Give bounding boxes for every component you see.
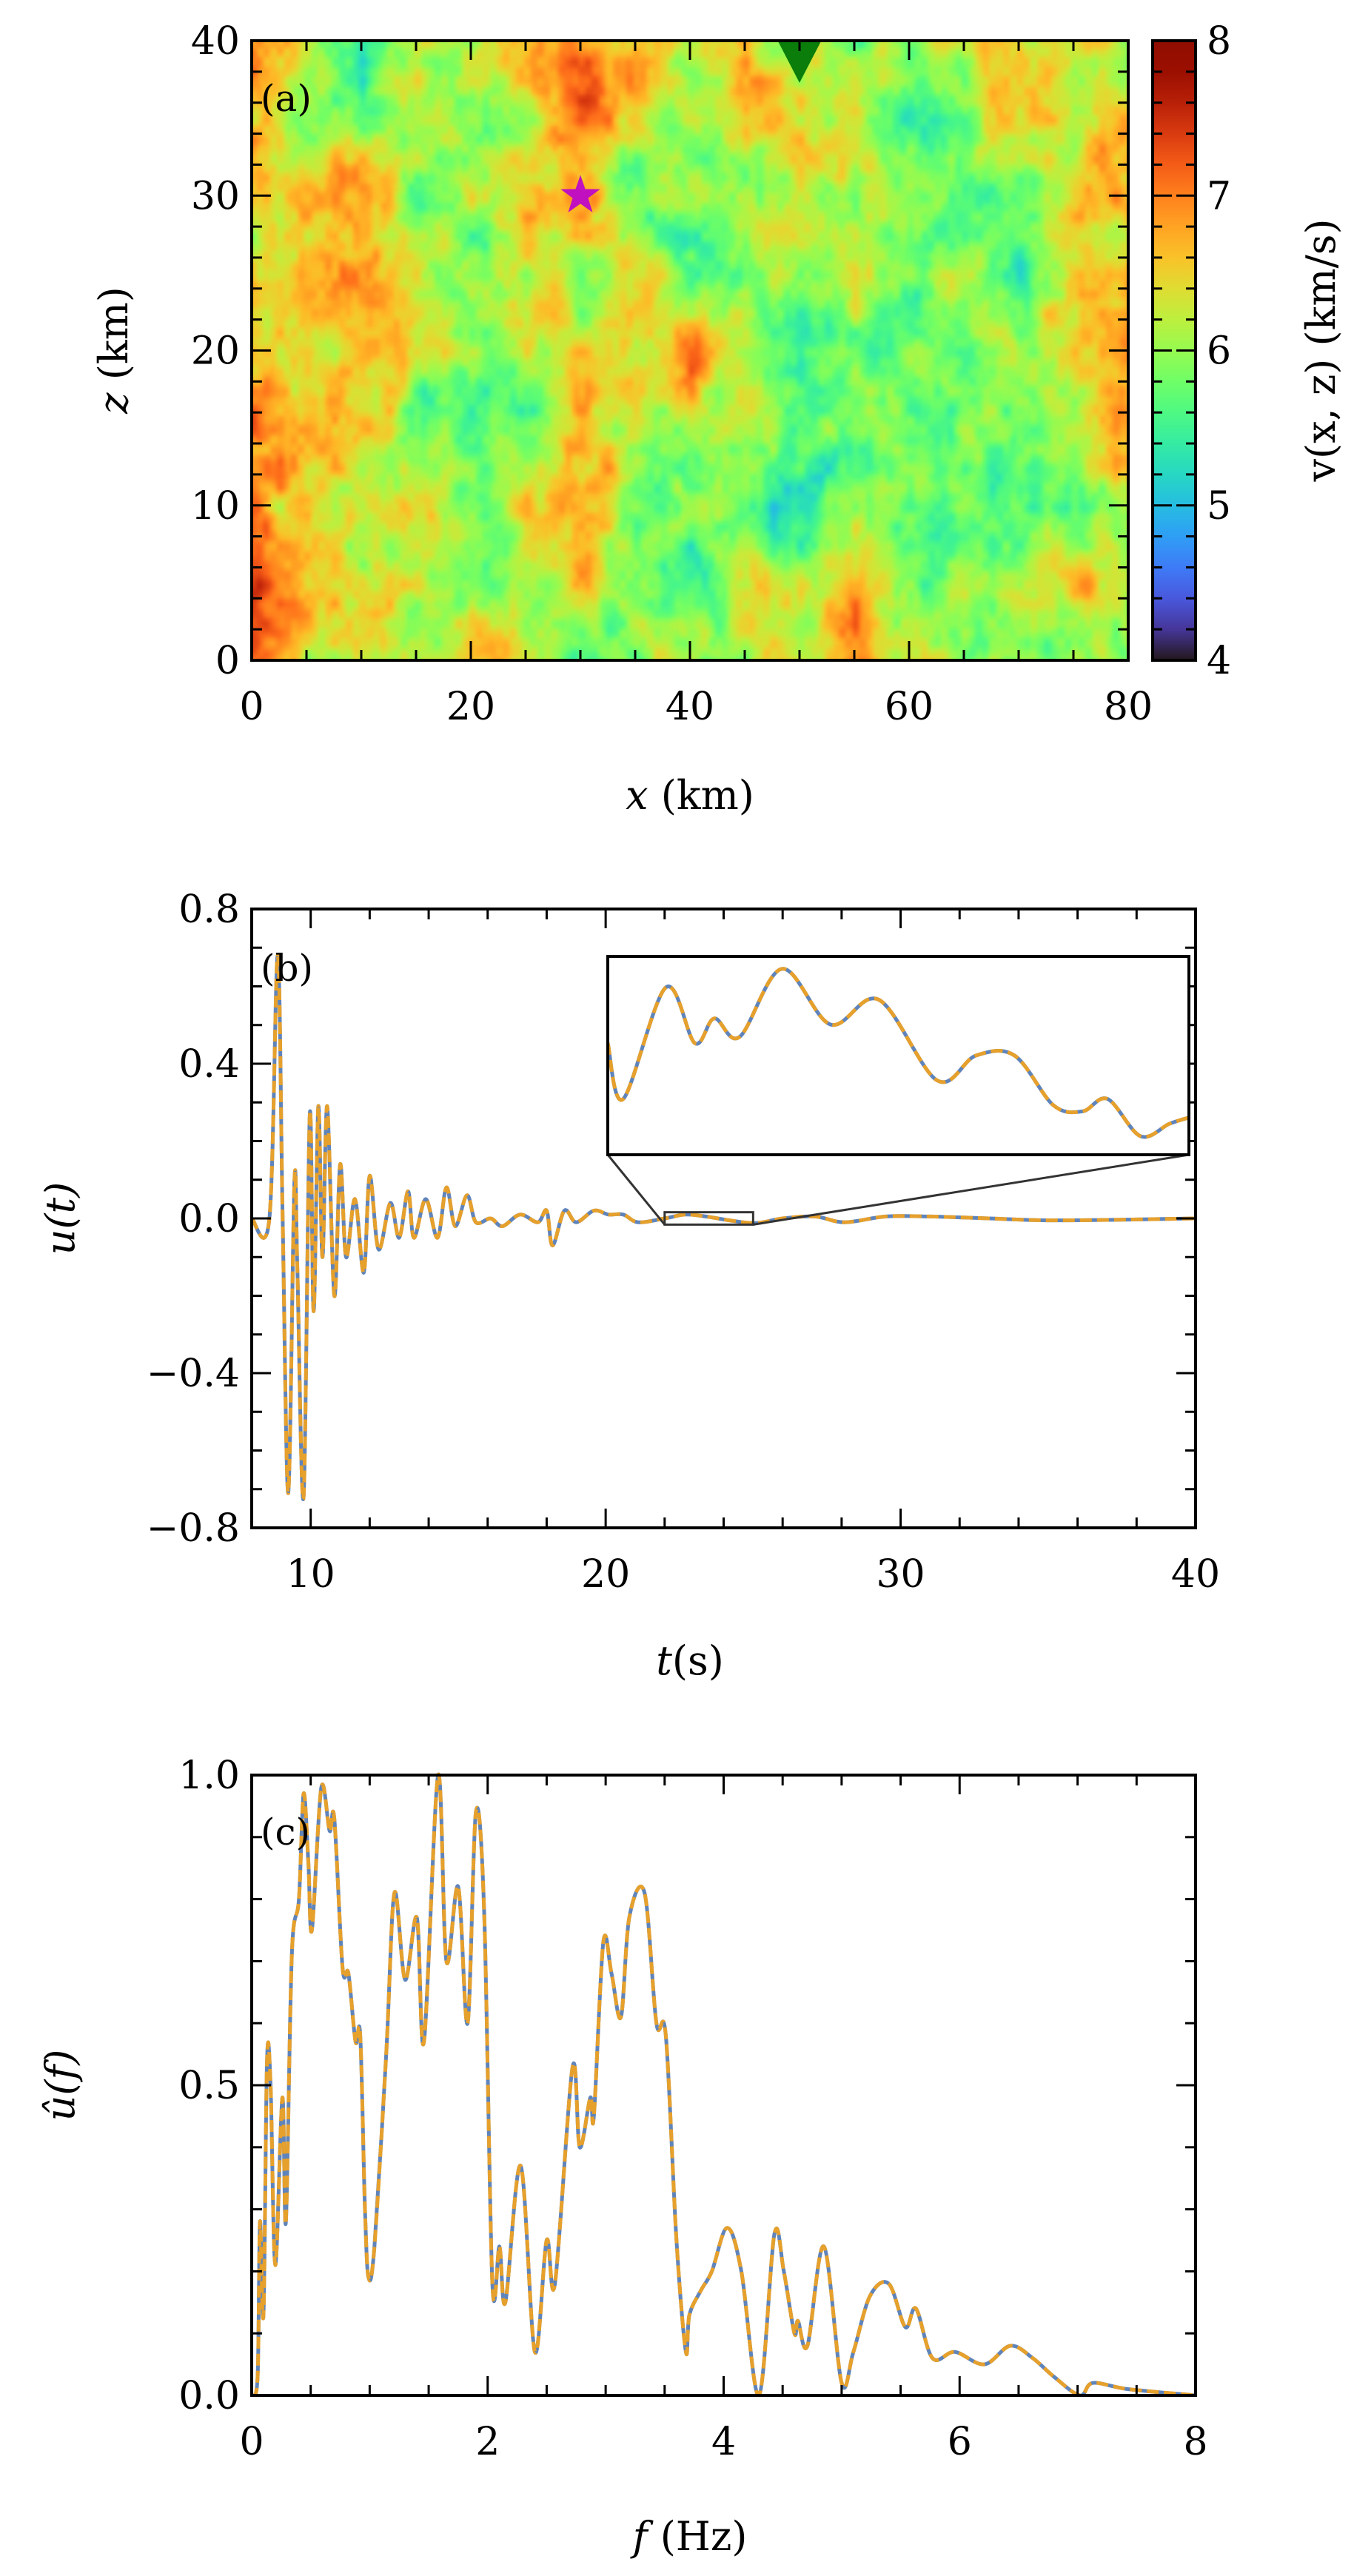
- x-tick-label: 10: [286, 1552, 335, 1597]
- panel-tag: (c): [261, 1811, 310, 1854]
- panel-tag: (a): [261, 77, 312, 120]
- x-axis-label: x (km): [626, 772, 754, 819]
- y-axis-label: z (km): [90, 286, 137, 415]
- x-tick-label: 40: [1171, 1552, 1220, 1597]
- y-axis-var: z: [90, 392, 137, 415]
- series: [252, 1772, 1196, 2395]
- velocity-heatmap: [252, 41, 1128, 660]
- y-tick-label: 40: [191, 19, 240, 64]
- x-tick-label: 0: [239, 2420, 264, 2464]
- axes-frame: [250, 39, 1130, 662]
- x-axis-label: t(s): [656, 1637, 724, 1684]
- x-tick-label: 60: [885, 685, 934, 729]
- inset-connector: [753, 1153, 1190, 1226]
- markers: [560, 39, 822, 212]
- x-tick-label: 8: [1183, 2420, 1207, 2464]
- y-tick-label: 10: [191, 484, 240, 529]
- axis-ticks: 0 2 4 6 8 0.0 0.5 1.0: [178, 1754, 1207, 2464]
- zoom-region-box: [663, 1211, 754, 1226]
- panel-tag: (b): [261, 947, 313, 990]
- colorbar-tick-label: 6: [1207, 329, 1231, 374]
- y-tick-label: 30: [191, 174, 240, 218]
- velocity-heatmap-canvas: [252, 41, 1128, 660]
- inset-series: [608, 967, 1189, 1139]
- y-axis-label: û(f): [37, 2050, 84, 2121]
- y-axis-label: u(t): [37, 1182, 84, 1255]
- prediction-line: [252, 953, 1196, 1501]
- spectrum-plot: [252, 1772, 1196, 2395]
- colorbar-tick-label: 5: [1207, 484, 1231, 529]
- y-tick-label: 0.8: [178, 888, 240, 932]
- inset-frame: [606, 955, 1190, 1156]
- y-tick-label: 20: [191, 329, 240, 374]
- panel-c-spectrum: 0 2 4 6 8 0.0 0.5 1.0 (c) f (Hz) û(f): [37, 1754, 1208, 2560]
- zoom-inset: [606, 955, 1190, 1226]
- y-tick-label: 0.5: [178, 2064, 240, 2108]
- colorbar-tick-label: 7: [1207, 174, 1231, 218]
- colorbar-tick-label: 8: [1207, 19, 1231, 64]
- x-tick-label: 6: [948, 2420, 972, 2464]
- y-tick-label: 0.0: [178, 1197, 240, 1241]
- x-tick-label: 20: [581, 1552, 630, 1597]
- axes-frame: [250, 908, 1197, 1529]
- x-axis-unit: (s): [672, 1637, 724, 1684]
- colorbar-ticks: 4 5 6 7 8: [1153, 19, 1231, 683]
- inset-background: [608, 956, 1189, 1155]
- reference-line: [252, 1772, 1196, 2395]
- y-tick-label: 1.0: [178, 1754, 240, 1798]
- inset-connector: [606, 1154, 666, 1226]
- receiver-triangle-icon: [777, 39, 822, 83]
- x-tick-label: 2: [475, 2420, 500, 2464]
- waveform-plot: [252, 953, 1196, 1501]
- series: [252, 953, 1196, 1501]
- source-star-icon: [560, 175, 600, 212]
- prediction-line: [608, 967, 1189, 1139]
- x-tick-label: 20: [446, 685, 495, 729]
- x-tick-label: 4: [711, 2420, 736, 2464]
- x-axis-unit: (km): [661, 772, 754, 819]
- axis-ticks: 10 20 30 40 −0.8 −0.4 0.0 0.4 0.8: [147, 888, 1220, 1597]
- axis-ticks: 0 20 40 60 80 0 10 20 30 40: [191, 19, 1153, 729]
- x-axis-var: x: [626, 772, 648, 819]
- panel-b-waveform: 10 20 30 40 −0.8 −0.4 0.0 0.4 0.8 (b) t(s) u(t): [37, 888, 1220, 1684]
- colorbar-frame: [1151, 39, 1197, 662]
- y-tick-label: 0.4: [178, 1042, 240, 1087]
- y-tick-label: 0.0: [178, 2374, 240, 2418]
- x-tick-label: 30: [876, 1552, 925, 1597]
- x-axis-var: f: [630, 2513, 654, 2560]
- x-tick-label: 40: [666, 685, 714, 729]
- colorbar-label: v(x, z) (km/s): [1298, 218, 1344, 482]
- x-axis-var: t: [656, 1637, 672, 1684]
- prediction-line: [252, 1772, 1196, 2395]
- x-tick-label: 80: [1104, 685, 1153, 729]
- axes-frame: [250, 1774, 1197, 2397]
- y-tick-label: −0.4: [147, 1352, 240, 1396]
- y-tick-label: 0: [215, 639, 240, 683]
- x-axis-unit: (Hz): [660, 2513, 748, 2560]
- y-tick-label: −0.8: [147, 1506, 240, 1551]
- panel-a-velocity-map: 0 20 40 60 80 0 10 20 30 40 (a) x (km) z (km) 4 5 6…: [90, 19, 1344, 819]
- x-tick-label: 0: [239, 685, 264, 729]
- x-axis-label: f (Hz): [630, 2513, 748, 2560]
- y-axis-unit: (km): [90, 286, 137, 380]
- colorbar-tick-label: 4: [1207, 639, 1231, 683]
